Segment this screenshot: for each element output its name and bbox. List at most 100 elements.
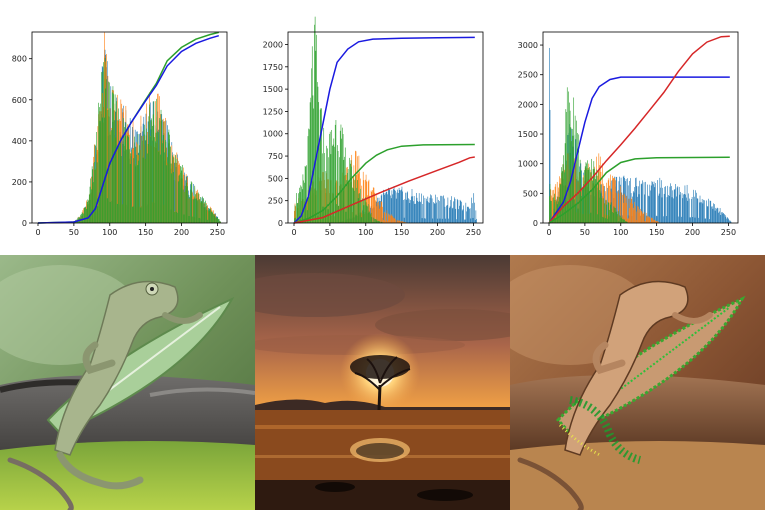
bar xyxy=(428,202,430,223)
bar xyxy=(677,186,679,223)
bar xyxy=(393,217,395,223)
bar xyxy=(436,197,438,223)
bar xyxy=(115,137,117,223)
bar xyxy=(117,144,119,223)
bar xyxy=(321,108,322,223)
bar xyxy=(375,193,377,223)
bar xyxy=(427,196,429,223)
bar xyxy=(553,197,554,223)
bar xyxy=(95,168,97,223)
bar xyxy=(147,153,148,223)
bar xyxy=(359,193,360,223)
bar xyxy=(709,200,711,223)
bar xyxy=(586,163,587,223)
bar xyxy=(323,127,325,223)
bar xyxy=(423,195,424,223)
bar xyxy=(404,222,406,223)
bar xyxy=(655,215,657,223)
bar xyxy=(612,212,614,223)
bar xyxy=(145,135,147,223)
bar xyxy=(713,203,714,223)
bar xyxy=(89,186,91,223)
bar xyxy=(721,212,722,223)
cdf-line-0 xyxy=(293,36,475,224)
bar xyxy=(467,206,469,223)
bar xyxy=(641,183,643,223)
bar xyxy=(627,185,629,223)
bar xyxy=(599,190,600,223)
y-tick-label: 3000 xyxy=(518,41,538,50)
x-tick-label: 0 xyxy=(35,228,40,237)
bar xyxy=(110,131,112,223)
bar xyxy=(705,218,707,223)
bar xyxy=(397,220,398,223)
bar xyxy=(180,166,182,223)
bar xyxy=(187,194,189,223)
bar xyxy=(457,200,459,223)
bar xyxy=(367,181,369,223)
bar xyxy=(569,110,571,223)
bar xyxy=(636,211,638,223)
bar xyxy=(549,47,550,223)
bar xyxy=(435,194,436,223)
bar xyxy=(399,190,401,223)
bar xyxy=(172,155,173,223)
bar xyxy=(370,212,372,223)
bar xyxy=(93,161,95,223)
axes-frame xyxy=(542,31,739,224)
bar xyxy=(656,221,658,223)
bar xyxy=(157,132,159,223)
bar xyxy=(192,216,193,223)
bar xyxy=(299,192,301,223)
bar xyxy=(600,193,602,223)
bar xyxy=(702,203,704,223)
bar xyxy=(587,169,589,223)
bar xyxy=(602,163,603,223)
bar xyxy=(650,217,652,223)
bar xyxy=(441,195,442,223)
bar xyxy=(324,208,326,223)
bar xyxy=(157,131,158,223)
bar xyxy=(448,218,449,223)
bar xyxy=(567,202,569,223)
bar xyxy=(648,217,650,223)
bar xyxy=(610,202,612,223)
bar xyxy=(415,203,416,223)
bar xyxy=(609,185,610,223)
bar xyxy=(92,169,94,223)
bar xyxy=(645,181,646,223)
bar xyxy=(651,218,653,223)
bar xyxy=(588,168,590,223)
bar xyxy=(461,210,463,223)
bar xyxy=(627,218,629,223)
bar xyxy=(693,196,695,223)
bar xyxy=(671,197,673,223)
bar xyxy=(403,199,404,223)
bar xyxy=(711,206,713,223)
bar xyxy=(579,171,580,223)
bar xyxy=(395,198,397,223)
bar xyxy=(361,185,363,223)
bar xyxy=(210,208,211,223)
bar xyxy=(306,165,307,223)
bar xyxy=(615,211,617,223)
bar xyxy=(149,136,151,223)
bar xyxy=(334,146,335,223)
bar xyxy=(380,221,382,223)
bar xyxy=(615,192,617,223)
bar xyxy=(387,194,388,223)
bar xyxy=(565,109,567,223)
bar xyxy=(188,198,190,223)
bar xyxy=(639,209,641,223)
bar xyxy=(451,196,452,223)
bar xyxy=(668,195,669,223)
bar xyxy=(613,177,615,223)
bar xyxy=(333,138,335,223)
bar xyxy=(676,196,677,223)
bar xyxy=(296,193,297,223)
bar xyxy=(377,202,378,223)
bar xyxy=(198,217,200,223)
bar xyxy=(704,200,705,223)
bar xyxy=(167,157,168,223)
bar xyxy=(119,141,120,223)
